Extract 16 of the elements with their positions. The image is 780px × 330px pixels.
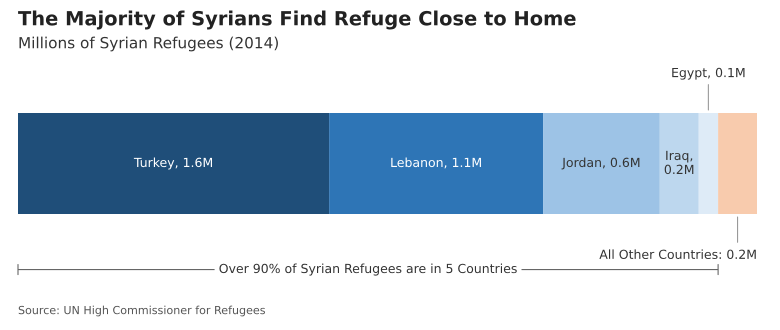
bar: [660, 113, 699, 214]
bar: [718, 113, 757, 214]
data-label: Jordan, 0.6M: [562, 157, 640, 170]
chart-subtitle: Millions of Syrian Refugees (2014): [20, 36, 278, 52]
text: Over 90% of Syrian Refugees are in 5 Countries: [219, 264, 517, 276]
data-label: Turkey, 1.6M: [134, 157, 212, 170]
chart-title: The Majority of Syrians Find Refuge Close to Home: [18, 10, 576, 30]
data-label: Lebanon, 1.1M: [391, 157, 481, 168]
data-label: Egypt, 0.1M: [672, 68, 744, 80]
bar: [543, 113, 660, 214]
data-label: All Other Countries: 0.2M: [599, 249, 756, 260]
bar: [698, 113, 718, 214]
bar: [18, 113, 330, 214]
data-label: Iraq, 0.2M: [664, 150, 694, 174]
source-note: Source: UN High Commissioner for Refugees: [18, 306, 265, 316]
bar: [329, 113, 544, 214]
